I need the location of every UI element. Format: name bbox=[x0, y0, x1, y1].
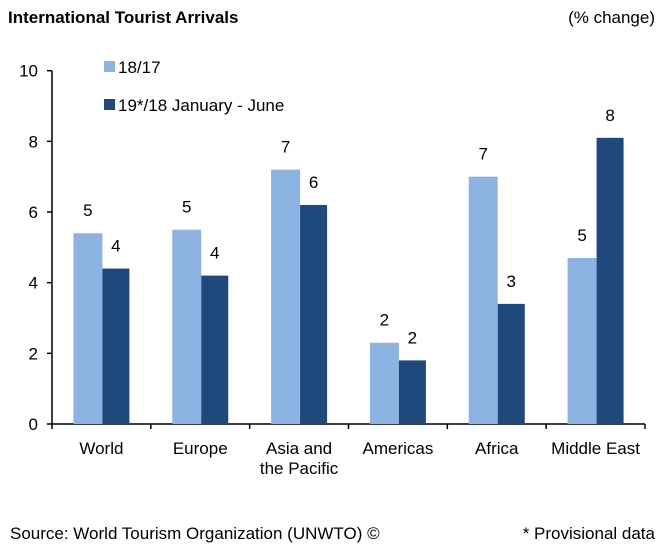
data-label: 5 bbox=[182, 198, 191, 217]
data-label: 2 bbox=[408, 328, 417, 347]
source-note: Source: World Tourism Organization (UNWT… bbox=[10, 524, 380, 543]
bar-19-18 bbox=[596, 137, 624, 424]
x-tick-label: Africa bbox=[475, 439, 519, 458]
bar-19-18 bbox=[300, 204, 328, 424]
data-label: 2 bbox=[380, 311, 389, 330]
data-label: 7 bbox=[479, 145, 488, 164]
bar-19-18 bbox=[102, 268, 130, 424]
footnote: * Provisional data bbox=[522, 524, 655, 543]
bar-18-17 bbox=[73, 233, 103, 424]
bar-18-17 bbox=[271, 169, 301, 424]
legend-label: 19*/18 January - June bbox=[118, 96, 284, 115]
y-tick-label: 6 bbox=[29, 203, 38, 222]
legend-swatch bbox=[104, 61, 115, 72]
data-label: 4 bbox=[111, 237, 120, 256]
bar-19-18 bbox=[201, 275, 229, 424]
x-tick-label: Middle East bbox=[551, 439, 640, 458]
bar-18-17 bbox=[567, 257, 597, 424]
data-label: 3 bbox=[507, 272, 516, 291]
bar-18-17 bbox=[172, 229, 202, 424]
y-tick-label: 2 bbox=[29, 344, 38, 363]
bar-19-18 bbox=[398, 360, 426, 424]
x-tick-label: Europe bbox=[173, 439, 228, 458]
y-tick-label: 0 bbox=[29, 415, 38, 434]
bar-19-18 bbox=[497, 303, 525, 424]
data-label: 7 bbox=[281, 138, 290, 157]
x-tick-label: Asia and bbox=[266, 439, 332, 458]
chart-title: International Tourist Arrivals bbox=[8, 8, 239, 27]
x-tick-label: World bbox=[79, 439, 123, 458]
bar-18-17 bbox=[468, 176, 498, 424]
bar-18-17 bbox=[369, 342, 399, 424]
y-tick-label: 4 bbox=[29, 274, 38, 293]
data-label: 6 bbox=[309, 173, 318, 192]
x-tick-label: the Pacific bbox=[260, 459, 339, 478]
data-label: 4 bbox=[210, 244, 219, 263]
y-tick-label: 10 bbox=[19, 62, 38, 81]
x-tick-label: Americas bbox=[362, 439, 433, 458]
data-label: 5 bbox=[577, 226, 586, 245]
data-label: 8 bbox=[605, 106, 614, 125]
legend-swatch bbox=[104, 99, 115, 110]
data-label: 5 bbox=[83, 201, 92, 220]
legend-label: 18/17 bbox=[118, 58, 161, 77]
y-tick-label: 8 bbox=[29, 132, 38, 151]
unit-label: (% change) bbox=[568, 8, 655, 27]
